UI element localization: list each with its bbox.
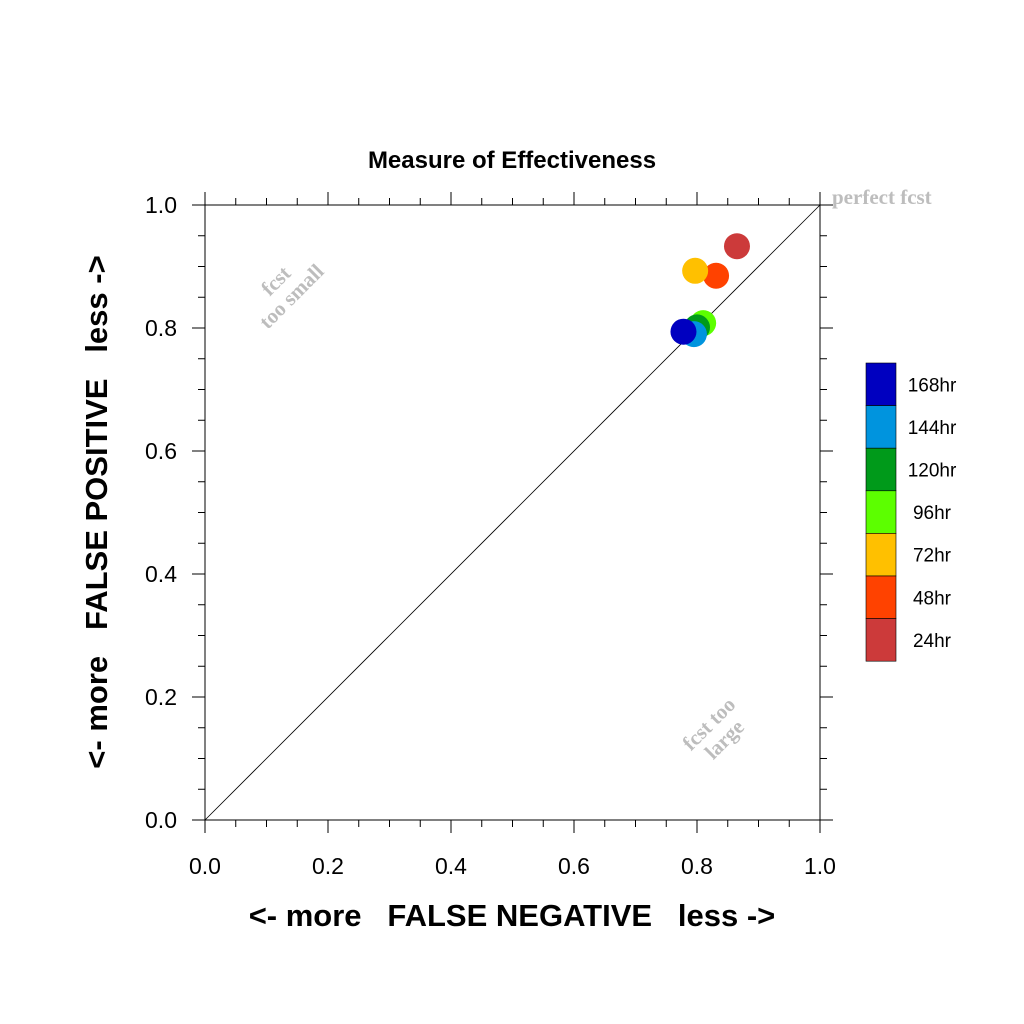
x-tick-label: 0.8 [681, 853, 713, 879]
axis-ticks [192, 192, 833, 833]
annotation-perfect-fcst: perfect fcst [832, 185, 932, 209]
y-tick-label: 0.0 [145, 807, 177, 833]
legend-swatch-24hr [865, 618, 897, 662]
legend-swatch-96hr [865, 490, 897, 534]
legend-label-144hr: 144hr [908, 418, 957, 439]
y-axis-label: <- more FALSE POSITIVE less -> [79, 255, 114, 768]
legend-swatch-48hr [865, 575, 897, 619]
perfect-forecast-diagonal [204, 204, 821, 821]
y-tick-label: 0.2 [145, 684, 177, 710]
x-tick-label: 1.0 [804, 853, 836, 879]
x-tick-label: 0.0 [189, 853, 221, 879]
y-tick-label: 1.0 [145, 192, 177, 218]
legend: 168hr 144hr 120hr 96hr 72hr 48hr 24hr [865, 362, 957, 662]
legend-swatch-72hr [865, 533, 897, 577]
x-tick-label: 0.6 [558, 853, 590, 879]
point-24hr [723, 233, 750, 260]
data-points [670, 233, 750, 348]
x-tick-label: 0.4 [435, 853, 467, 879]
chart-title: Measure of Effectiveness [368, 147, 656, 174]
x-axis-label: <- more FALSE NEGATIVE less -> [249, 898, 776, 933]
tick-labels: 0.0 0.2 0.4 0.6 0.8 1.0 0.0 0.2 0.4 0.6 0.8 1.0 [145, 192, 836, 879]
point-72hr [682, 257, 709, 284]
y-tick-label: 0.6 [145, 438, 177, 464]
legend-label-120hr: 120hr [908, 461, 957, 482]
y-tick-label: 0.8 [145, 315, 177, 341]
legend-label-168hr: 168hr [908, 375, 957, 396]
legend-label-72hr: 72hr [913, 546, 952, 567]
legend-swatch-168hr [865, 362, 897, 406]
legend-label-96hr: 96hr [913, 503, 952, 524]
y-tick-label: 0.4 [145, 561, 177, 587]
point-48hr [703, 262, 730, 289]
annotation-fcst-too-small-line2: too small [254, 259, 328, 333]
legend-label-24hr: 24hr [913, 631, 952, 652]
point-168hr [670, 318, 697, 345]
x-tick-label: 0.2 [312, 853, 344, 879]
legend-swatch-144hr [865, 405, 897, 449]
legend-label-48hr: 48hr [913, 588, 952, 609]
legend-swatch-120hr [865, 447, 897, 492]
